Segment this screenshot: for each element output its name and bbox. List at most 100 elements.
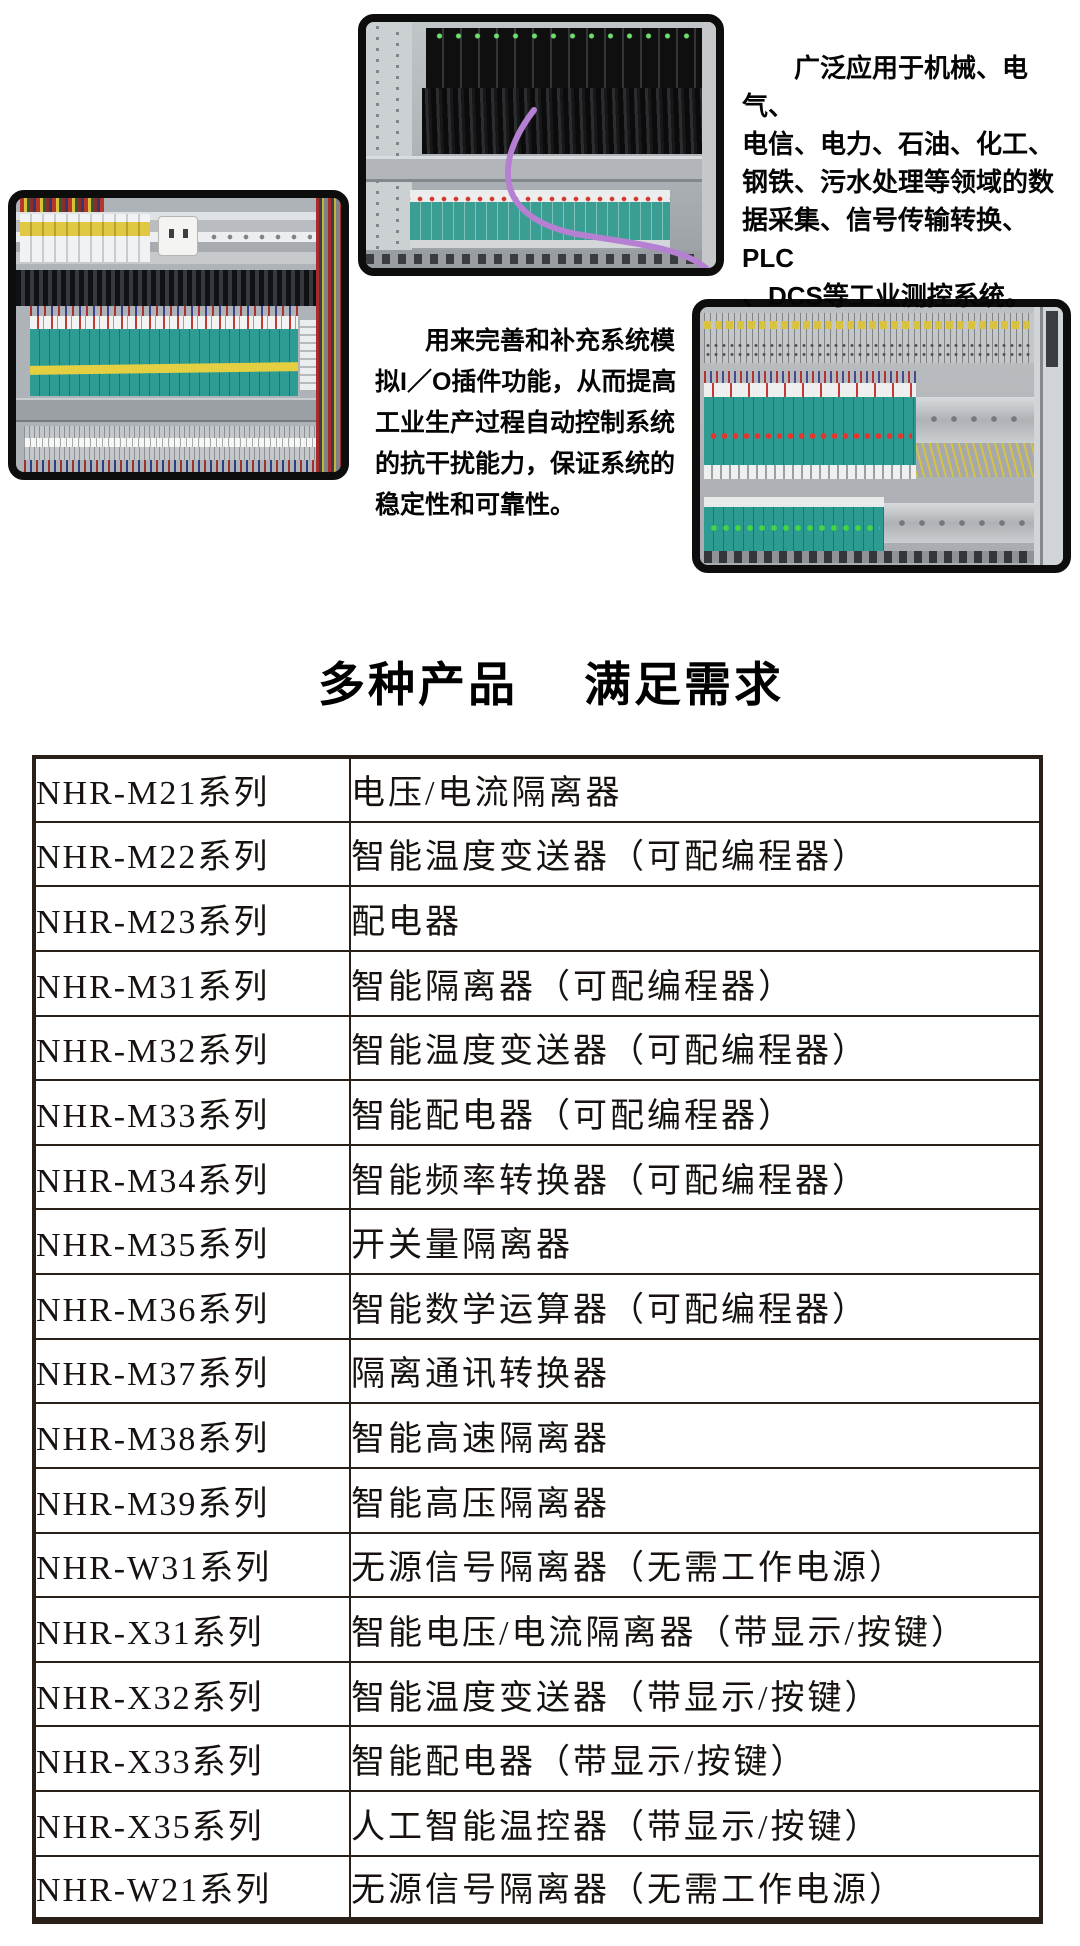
description-cell: 智能温度变送器（带显示/按键） — [349, 1660, 1042, 1728]
table-row: NHR-M36系列 智能数学运算器（可配编程器） — [33, 1273, 1042, 1340]
description-cell: 智能高压隔离器 — [349, 1466, 1042, 1534]
table-row: NHR-W31系列 无源信号隔离器（无需工作电源） — [33, 1531, 1042, 1599]
series-cell: NHR-M32系列 — [33, 1014, 351, 1082]
isolator-labels — [410, 190, 670, 202]
socket-pin — [183, 229, 188, 238]
isolator-labels — [704, 383, 916, 397]
series-cell: NHR-M36系列 — [33, 1273, 351, 1340]
table-row: NHR-M37系列 隔离通讯转换器 — [33, 1337, 1042, 1405]
table-row: NHR-W21系列 无源信号隔离器（无需工作电源） — [33, 1854, 1042, 1922]
plc-status-leds — [430, 32, 710, 40]
series-cell: NHR-M34系列 — [33, 1143, 351, 1211]
cabinet-beam — [16, 398, 316, 422]
photo-plc-cabinet-content — [366, 22, 716, 268]
table-row: NHR-X35系列 人工智能温控器（带显示/按键） — [33, 1790, 1042, 1857]
series-cell: NHR-X32系列 — [33, 1660, 351, 1728]
signal-wires — [704, 371, 916, 383]
terminal-block-labels — [20, 222, 150, 236]
description-cell: 智能温度变送器（可配编程器） — [349, 1014, 1042, 1082]
section-title-right: 满足需求 — [584, 658, 784, 711]
yellow-wires — [916, 443, 1034, 477]
series-cell: NHR-M39系列 — [33, 1466, 351, 1534]
table-row: NHR-M38系列 智能高速隔离器 — [33, 1402, 1042, 1469]
purple-cable — [504, 107, 711, 268]
section-title: 多种产品 满足需求 — [318, 646, 784, 715]
cabinet-beam — [366, 156, 716, 182]
photo-isolator-rows-content — [700, 307, 1063, 565]
terminal-strip-labels — [704, 321, 1034, 329]
din-rail-holes — [206, 230, 312, 244]
series-cell: NHR-X31系列 — [33, 1596, 351, 1663]
series-cell: NHR-M33系列 — [33, 1079, 351, 1146]
series-cell: NHR-W31系列 — [33, 1531, 351, 1599]
table-row: NHR-M22系列 智能温度变送器（可配编程器） — [33, 820, 1042, 888]
table-row: NHR-M33系列 智能配电器（可配编程器） — [33, 1079, 1042, 1146]
series-cell: NHR-M38系列 — [33, 1402, 351, 1469]
socket-pin — [169, 229, 174, 238]
description-cell: 人工智能温控器（带显示/按键） — [349, 1790, 1042, 1857]
description-cell: 智能电压/电流隔离器（带显示/按键） — [349, 1596, 1042, 1663]
table-row: NHR-M23系列 配电器 — [33, 885, 1042, 952]
series-cell: NHR-M35系列 — [33, 1208, 351, 1275]
table-row: NHR-M34系列 智能频率转换器（可配编程器） — [33, 1143, 1042, 1211]
door-frame-slot — [1046, 311, 1058, 367]
product-series-table: NHR-M21系列 电压/电流隔离器 NHR-M22系列 智能温度变送器（可配编… — [32, 755, 1043, 1924]
vertical-wire-duct — [316, 198, 341, 472]
terminal-strip-labels — [24, 438, 316, 447]
wiring-duct — [16, 270, 316, 306]
red-led-row — [708, 431, 912, 441]
intro-paragraph-function: 用来完善和补充系统模 拟I／O插件功能，从而提高 工业生产过程自动控制系统 的抗… — [375, 327, 677, 519]
power-socket — [158, 216, 198, 256]
section-title-left: 多种产品 — [318, 658, 518, 711]
table-row: NHR-M32系列 智能温度变送器（可配编程器） — [33, 1014, 1042, 1082]
description-cell: 配电器 — [349, 885, 1042, 952]
cable-duct — [704, 551, 1034, 563]
description-cell: 智能隔离器（可配编程器） — [349, 949, 1042, 1017]
description-cell: 智能温度变送器（可配编程器） — [349, 820, 1042, 888]
description-cell: 智能频率转换器（可配编程器） — [349, 1143, 1042, 1211]
description-cell: 开关量隔离器 — [349, 1208, 1042, 1275]
intro-paragraph-applications: 广泛应用于机械、电气、 电信、电力、石油、化工、 钢铁、污水处理等领域的数 据采… — [742, 53, 1055, 311]
table-row: NHR-M35系列 开关量隔离器 — [33, 1208, 1042, 1275]
cable-duct — [366, 250, 716, 268]
isolator-labels — [30, 316, 298, 329]
description-cell: 智能配电器（可配编程器） — [349, 1079, 1042, 1146]
green-led-row — [708, 523, 880, 533]
table-row: NHR-X32系列 智能温度变送器（带显示/按键） — [33, 1660, 1042, 1728]
table-row: NHR-M39系列 智能高压隔离器 — [33, 1466, 1042, 1534]
photo-terminal-cabinet-content — [16, 198, 341, 472]
table-row: NHR-X33系列 智能配电器（带显示/按键） — [33, 1725, 1042, 1792]
mounting-rail-holes — [376, 26, 402, 264]
table-row: NHR-M21系列 电压/电流隔离器 — [33, 756, 1042, 823]
description-cell: 智能配电器（带显示/按键） — [349, 1725, 1042, 1792]
series-cell: NHR-M22系列 — [33, 820, 351, 888]
cabinet-frame — [702, 22, 716, 268]
description-cell: 无源信号隔离器（无需工作电源） — [349, 1531, 1042, 1599]
description-cell: 隔离通讯转换器 — [349, 1337, 1042, 1405]
isolator-terminals — [704, 465, 916, 479]
description-cell: 电压/电流隔离器 — [349, 756, 1042, 823]
photo-plc-cabinet — [358, 14, 724, 276]
photo-terminal-cabinet — [8, 190, 349, 480]
series-cell: NHR-M23系列 — [33, 885, 351, 952]
series-cell: NHR-M31系列 — [33, 949, 351, 1017]
description-cell: 智能数学运算器（可配编程器） — [349, 1273, 1042, 1340]
wire-bundle — [20, 198, 104, 212]
photo-isolator-rows — [692, 299, 1071, 573]
series-cell: NHR-M37系列 — [33, 1337, 351, 1405]
cable-bundle — [422, 88, 714, 154]
terminal-strip-wires — [704, 341, 1034, 359]
signal-wires — [24, 460, 316, 472]
door-frame-line — [1040, 307, 1043, 565]
series-cell: NHR-M21系列 — [33, 756, 351, 823]
signal-wires — [30, 306, 300, 316]
din-rail-holes — [924, 411, 1028, 427]
table-row: NHR-X31系列 智能电压/电流隔离器（带显示/按键） — [33, 1596, 1042, 1663]
table-row: NHR-M31系列 智能隔离器（可配编程器） — [33, 949, 1042, 1017]
din-rail-holes — [892, 515, 1028, 531]
description-cell: 无源信号隔离器（无需工作电源） — [349, 1854, 1042, 1922]
series-cell: NHR-W21系列 — [33, 1854, 351, 1922]
series-cell: NHR-X33系列 — [33, 1725, 351, 1792]
description-cell: 智能高速隔离器 — [349, 1402, 1042, 1469]
